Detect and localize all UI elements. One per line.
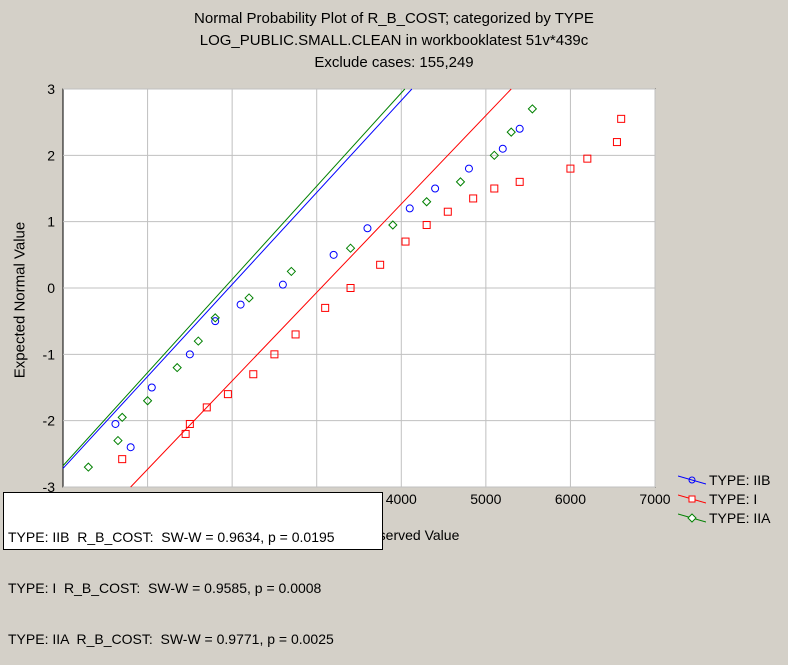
y-tick-label: 1 — [47, 214, 55, 230]
data-points — [83, 104, 626, 472]
data-point — [321, 303, 330, 312]
legend-label-i: TYPE: I — [709, 490, 758, 507]
data-point — [566, 164, 575, 173]
data-point — [185, 419, 194, 428]
data-point — [223, 390, 232, 399]
y-tick-label: -1 — [43, 346, 56, 362]
x-tick-label: 6000 — [555, 491, 586, 507]
chart-title-line-2: LOG_PUBLIC.SMALL.CLEAN in workbooklatest… — [199, 32, 589, 49]
data-point — [527, 104, 538, 114]
chart-title-line-3: Exclude cases: 155,249 — [314, 54, 474, 71]
y-tick-label: 3 — [47, 81, 55, 97]
y-tick-label: 2 — [47, 147, 55, 163]
diamond-marker-icon — [678, 512, 706, 523]
data-point — [211, 317, 220, 326]
data-point — [118, 455, 127, 464]
circle-marker-icon — [678, 475, 706, 484]
data-point — [249, 370, 258, 379]
data-point — [498, 144, 507, 153]
data-point — [469, 194, 478, 203]
legend-label-iib: TYPE: IIB — [709, 471, 771, 488]
data-point — [443, 207, 452, 216]
data-point — [142, 396, 153, 406]
data-point — [405, 204, 414, 213]
fit-line — [130, 88, 512, 488]
data-point — [236, 300, 245, 309]
data-point — [583, 154, 592, 163]
data-point — [490, 184, 499, 193]
data-point — [202, 403, 211, 412]
data-point — [363, 224, 372, 233]
data-point — [421, 197, 432, 207]
data-point — [126, 443, 135, 452]
data-point — [612, 138, 621, 147]
data-point — [422, 220, 431, 229]
stats-line-iia: TYPE: IIA R_B_COST: SW-W = 0.9771, p = 0… — [8, 631, 334, 647]
legend-item-i: TYPE: I — [678, 489, 770, 508]
data-point — [455, 177, 466, 187]
data-point — [515, 124, 524, 133]
x-tick-label: 7000 — [639, 491, 670, 507]
stats-box: TYPE: IIB R_B_COST: SW-W = 0.9634, p = 0… — [3, 492, 383, 647]
legend-item-iia: TYPE: IIA — [678, 508, 770, 527]
data-point — [345, 243, 356, 253]
fit-line — [62, 88, 406, 467]
stats-line-iib: TYPE: IIB R_B_COST: SW-W = 0.9634, p = 0… — [8, 529, 335, 545]
data-point — [376, 260, 385, 269]
y-tick-label: 0 — [47, 280, 55, 296]
data-point — [117, 412, 127, 423]
stats-line-i: TYPE: I R_B_COST: SW-W = 0.9585, p = 0.0… — [8, 580, 322, 596]
data-point — [83, 462, 94, 472]
data-point — [270, 350, 279, 359]
data-point — [172, 362, 182, 373]
fit-line — [62, 88, 413, 469]
data-point — [617, 114, 626, 123]
data-point — [244, 293, 254, 303]
data-point — [401, 237, 410, 246]
data-point — [181, 429, 190, 438]
data-point — [346, 284, 355, 292]
data-point — [286, 266, 297, 277]
data-point — [329, 250, 338, 259]
grid-lines — [63, 88, 656, 488]
data-point — [210, 313, 220, 323]
data-point — [515, 177, 524, 186]
x-axis-label: Observed Value — [360, 527, 460, 543]
chart-title-line-1: Normal Probability Plot of R_B_COST; cat… — [194, 10, 594, 27]
data-point — [489, 150, 500, 161]
square-marker-icon — [678, 494, 706, 503]
data-point — [464, 164, 473, 173]
fit-lines — [62, 88, 512, 488]
x-tick-label: 5000 — [470, 491, 501, 507]
y-axis-label: Expected Normal Value — [11, 221, 29, 379]
data-point — [431, 184, 440, 193]
y-tick-label: -2 — [43, 413, 56, 429]
data-point — [147, 383, 156, 392]
legend: TYPE: IIB TYPE: I TYPE: IIA — [678, 470, 770, 527]
legend-item-iib: TYPE: IIB — [678, 470, 770, 489]
x-tick-label: 4000 — [386, 491, 417, 507]
data-point — [185, 350, 194, 359]
data-point — [388, 220, 398, 230]
y-tick-label: -3 — [43, 479, 56, 495]
data-point — [193, 336, 204, 346]
data-point — [111, 419, 120, 428]
data-point — [113, 435, 123, 446]
data-point — [278, 280, 287, 289]
legend-label-iia: TYPE: IIA — [709, 509, 771, 526]
data-point — [291, 330, 300, 339]
data-point — [506, 127, 516, 137]
